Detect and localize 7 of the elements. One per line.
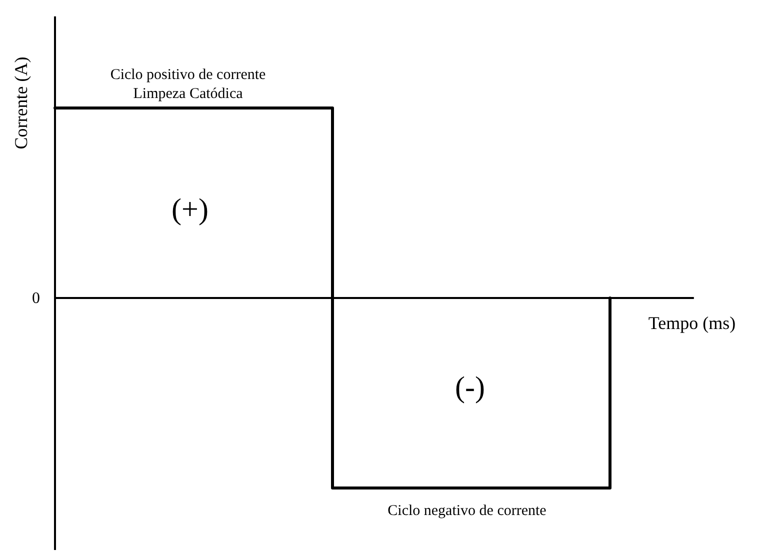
annotation: (+) [172,193,208,226]
text: Ciclo negativo de corrente [388,503,547,519]
text: 0 [32,290,40,307]
annotation: (-) [455,371,485,404]
x-axis-title: Tempo (ms) [648,313,736,333]
y-axis-title: Corrente (A) [11,56,31,150]
text: Ciclo positivo de corrente Limpeza Catódica [110,67,266,102]
